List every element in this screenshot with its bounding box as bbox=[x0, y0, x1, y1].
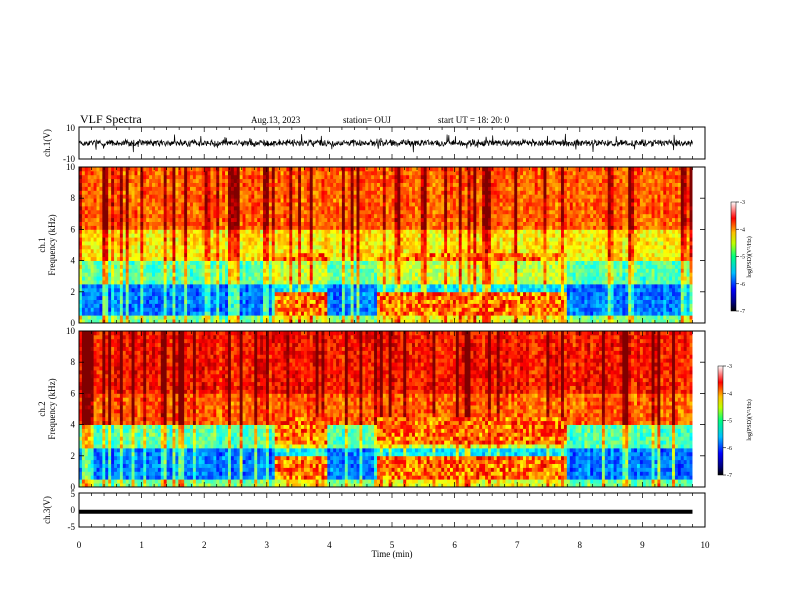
x-tick-label: 5 bbox=[390, 540, 395, 550]
ch1-spectrogram-ylabel-channel: ch.1 bbox=[37, 237, 47, 252]
ch2-spectrogram-image bbox=[79, 331, 705, 487]
ch2-colorbar: -3 -4 -5 -6 -7 log(PSD)(V²/Hz) bbox=[717, 364, 753, 479]
ch1-colorbar: -3 -4 -5 -6 -7 log(PSD)(V²/Hz) bbox=[730, 200, 753, 315]
x-tick-label: 0 bbox=[77, 540, 82, 550]
x-tick-label: 1 bbox=[139, 540, 144, 550]
ch2-spectrogram-yticks: 0 2 4 6 8 10 bbox=[66, 326, 705, 492]
colorbar-tick-label: -4 bbox=[727, 391, 732, 397]
colorbar-tick-label: -7 bbox=[740, 309, 745, 315]
ch2-spectrogram-panel: 0 2 4 6 8 10 ch.2 Frequency (kHz) -3 -4 -5 -6 -7 … bbox=[37, 326, 753, 492]
colorbar-tick-label: -6 bbox=[727, 446, 732, 452]
spectrogram-ytick-label: 8 bbox=[71, 357, 76, 367]
spectrogram-ytick-label: 0 bbox=[71, 482, 76, 492]
spectrogram-ytick-label: 10 bbox=[66, 326, 76, 336]
x-axis-tick-labels: 0 1 2 3 4 5 6 7 8 9 10 bbox=[77, 540, 710, 550]
station-label: station= OUJ bbox=[343, 115, 391, 125]
spectrogram-ytick-label: 0 bbox=[71, 318, 76, 328]
colorbar-tick-label: -5 bbox=[727, 419, 732, 425]
ch3-ytick-neg5: -5 bbox=[68, 522, 76, 532]
colorbar-tick-label: -3 bbox=[727, 364, 732, 370]
x-axis-ticks bbox=[78, 127, 706, 527]
ch3-ytick-0: 0 bbox=[71, 505, 76, 515]
x-tick-label: 3 bbox=[265, 540, 270, 550]
ch1-spectrogram-panel: 0 2 4 6 8 10 ch.1 Frequency (kHz) -3 -4 -5 -6 -7 … bbox=[37, 162, 753, 328]
ch3-ytick-5: 5 bbox=[71, 489, 76, 499]
colorbar-tick-label: -5 bbox=[740, 255, 745, 261]
spectrogram-ytick-label: 2 bbox=[71, 287, 76, 297]
colorbar-tick-label: -6 bbox=[740, 282, 745, 288]
x-tick-label: 6 bbox=[452, 540, 457, 550]
spectrogram-ytick-label: 4 bbox=[71, 420, 76, 430]
ch2-colorbar-label: log(PSD)(V²/Hz) bbox=[746, 399, 753, 440]
ch1-spectrogram-yticks: 0 2 4 6 8 10 bbox=[66, 162, 705, 328]
figure-title: VLF Spectra bbox=[80, 112, 142, 126]
colorbar-tick-label: -4 bbox=[740, 227, 745, 233]
ch1-spectrogram-ylabel-freq: Frequency (kHz) bbox=[47, 214, 57, 275]
date-label: Aug.13, 2023 bbox=[251, 115, 301, 125]
x-tick-label: 10 bbox=[701, 540, 711, 550]
x-tick-label: 9 bbox=[640, 540, 645, 550]
ch1-ytick-bottom: -10 bbox=[63, 154, 75, 164]
colorbar-tick-label: -7 bbox=[727, 473, 732, 479]
ch2-spectrogram-ylabel-freq: Frequency (kHz) bbox=[47, 378, 57, 439]
ch3-ylabel: ch.3(V) bbox=[42, 496, 52, 524]
ch1-ylabel: ch.1(V) bbox=[42, 129, 52, 157]
start-ut-label: start UT = 18: 20: 0 bbox=[438, 115, 510, 125]
ch1-colorbar-label: log(PSD)(V²/Hz) bbox=[746, 236, 753, 277]
x-tick-label: 4 bbox=[327, 540, 332, 550]
spectrogram-ytick-label: 8 bbox=[71, 193, 76, 203]
spectrogram-ytick-label: 2 bbox=[71, 451, 76, 461]
ch1-spectrogram-image bbox=[79, 167, 705, 323]
ch1-ytick-top: 10 bbox=[66, 123, 76, 133]
x-tick-label: 7 bbox=[515, 540, 520, 550]
spectrogram-ytick-label: 6 bbox=[71, 224, 76, 234]
spectrogram-ytick-label: 10 bbox=[66, 162, 76, 172]
ch1-waveform-trace bbox=[79, 133, 693, 153]
spectrogram-ytick-label: 6 bbox=[71, 388, 76, 398]
x-tick-label: 8 bbox=[578, 540, 583, 550]
x-axis-label: Time (min) bbox=[372, 549, 413, 559]
spectrogram-ytick-label: 4 bbox=[71, 256, 76, 266]
ch2-spectrogram-ylabel-channel: ch.2 bbox=[37, 401, 47, 416]
x-tick-label: 2 bbox=[202, 540, 207, 550]
colorbar-tick-label: -3 bbox=[740, 200, 745, 206]
